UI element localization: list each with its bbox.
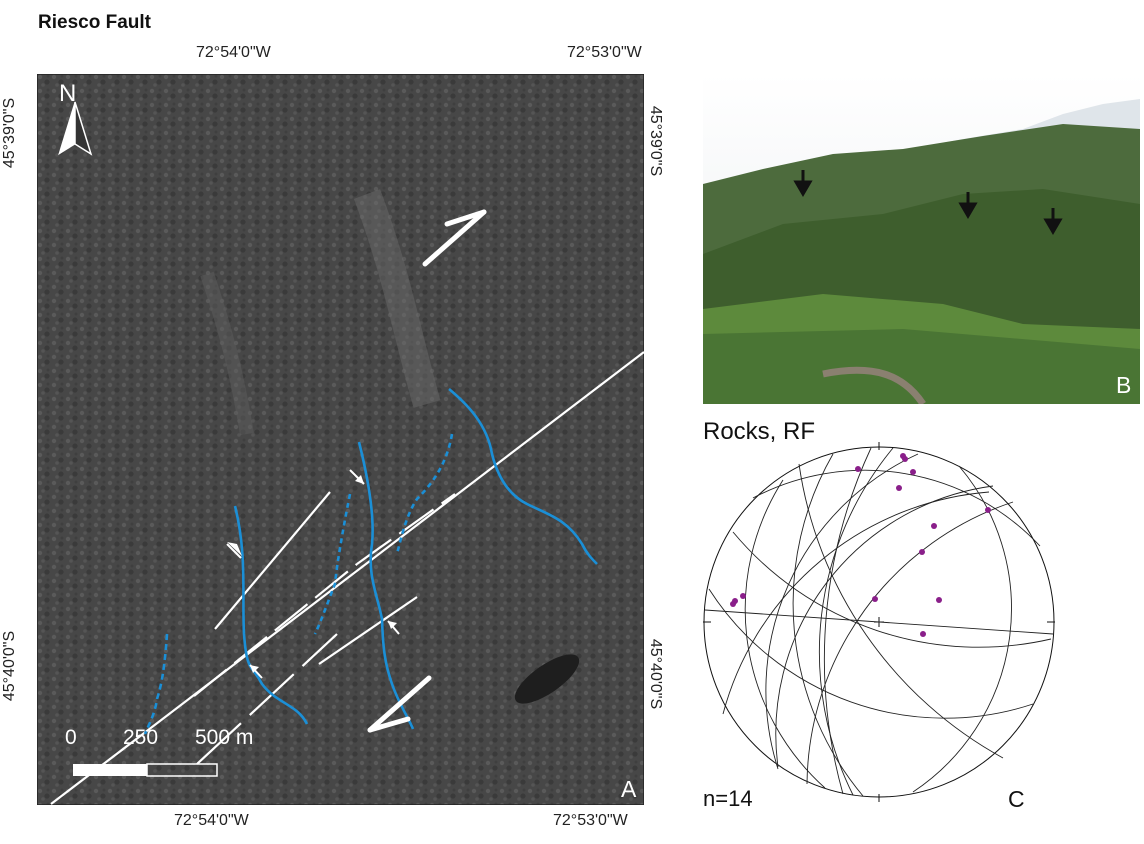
stereonet — [703, 442, 1055, 802]
lake — [514, 654, 580, 704]
fault-main — [50, 351, 645, 805]
fault-upper-left — [214, 491, 331, 630]
aerial-map — [36, 73, 645, 806]
pointer-arrows — [226, 469, 400, 679]
bottom-coord-1: 72°54'0"W — [174, 812, 249, 829]
stream-a — [233, 505, 309, 725]
north-arrow-icon — [58, 101, 93, 156]
stereonet-title: Rocks, RF — [703, 418, 816, 445]
north-label: N — [59, 80, 77, 107]
sample-count: n=14 — [703, 786, 753, 811]
stream-f-dashed — [395, 433, 454, 555]
stream-d-dashed — [143, 633, 169, 735]
feature-arrows — [793, 170, 1063, 235]
scale-label-500: 500 m — [195, 726, 254, 749]
stream-c — [448, 388, 598, 565]
lineation-points — [730, 453, 991, 637]
panel-b-label: B — [1116, 372, 1132, 398]
scale-label-250: 250 — [123, 726, 159, 749]
great-circles — [704, 447, 1054, 797]
landscape-photo-panel: B — [703, 74, 1140, 406]
scale-label-0: 0 — [65, 726, 77, 749]
shear-arrow-top — [422, 209, 487, 267]
top-coord-2: 72°53'0"W — [567, 44, 642, 61]
figure-title: Riesco Fault — [38, 12, 151, 33]
stream-b — [357, 441, 415, 730]
shear-arrow-bottom — [367, 675, 432, 733]
bottom-coord-2: 72°53'0"W — [553, 812, 628, 829]
fault-traces — [50, 351, 645, 805]
scale-bar — [73, 763, 218, 777]
left-coord-2: 45°40'0"S — [1, 630, 19, 702]
left-coord-1: 45°39'0"S — [1, 97, 19, 169]
stream-lines — [143, 388, 598, 735]
panel-c-label: C — [1008, 786, 1025, 812]
right-coord-2: 45°40'0"S — [647, 638, 665, 710]
fault-short — [318, 596, 418, 665]
stream-e-dashed — [313, 493, 352, 635]
panel-a-label: A — [621, 776, 637, 802]
fault-middle — [193, 563, 358, 697]
fault-lower — [196, 633, 338, 765]
right-coord-1: 45°39'0"S — [647, 105, 665, 177]
aerial-map-panel: N 0 250 500 m A — [36, 73, 645, 806]
stereonet-panel: n=14 C — [703, 414, 1144, 839]
top-coord-1: 72°54'0"W — [196, 44, 271, 61]
landscape-photo — [703, 74, 1140, 406]
